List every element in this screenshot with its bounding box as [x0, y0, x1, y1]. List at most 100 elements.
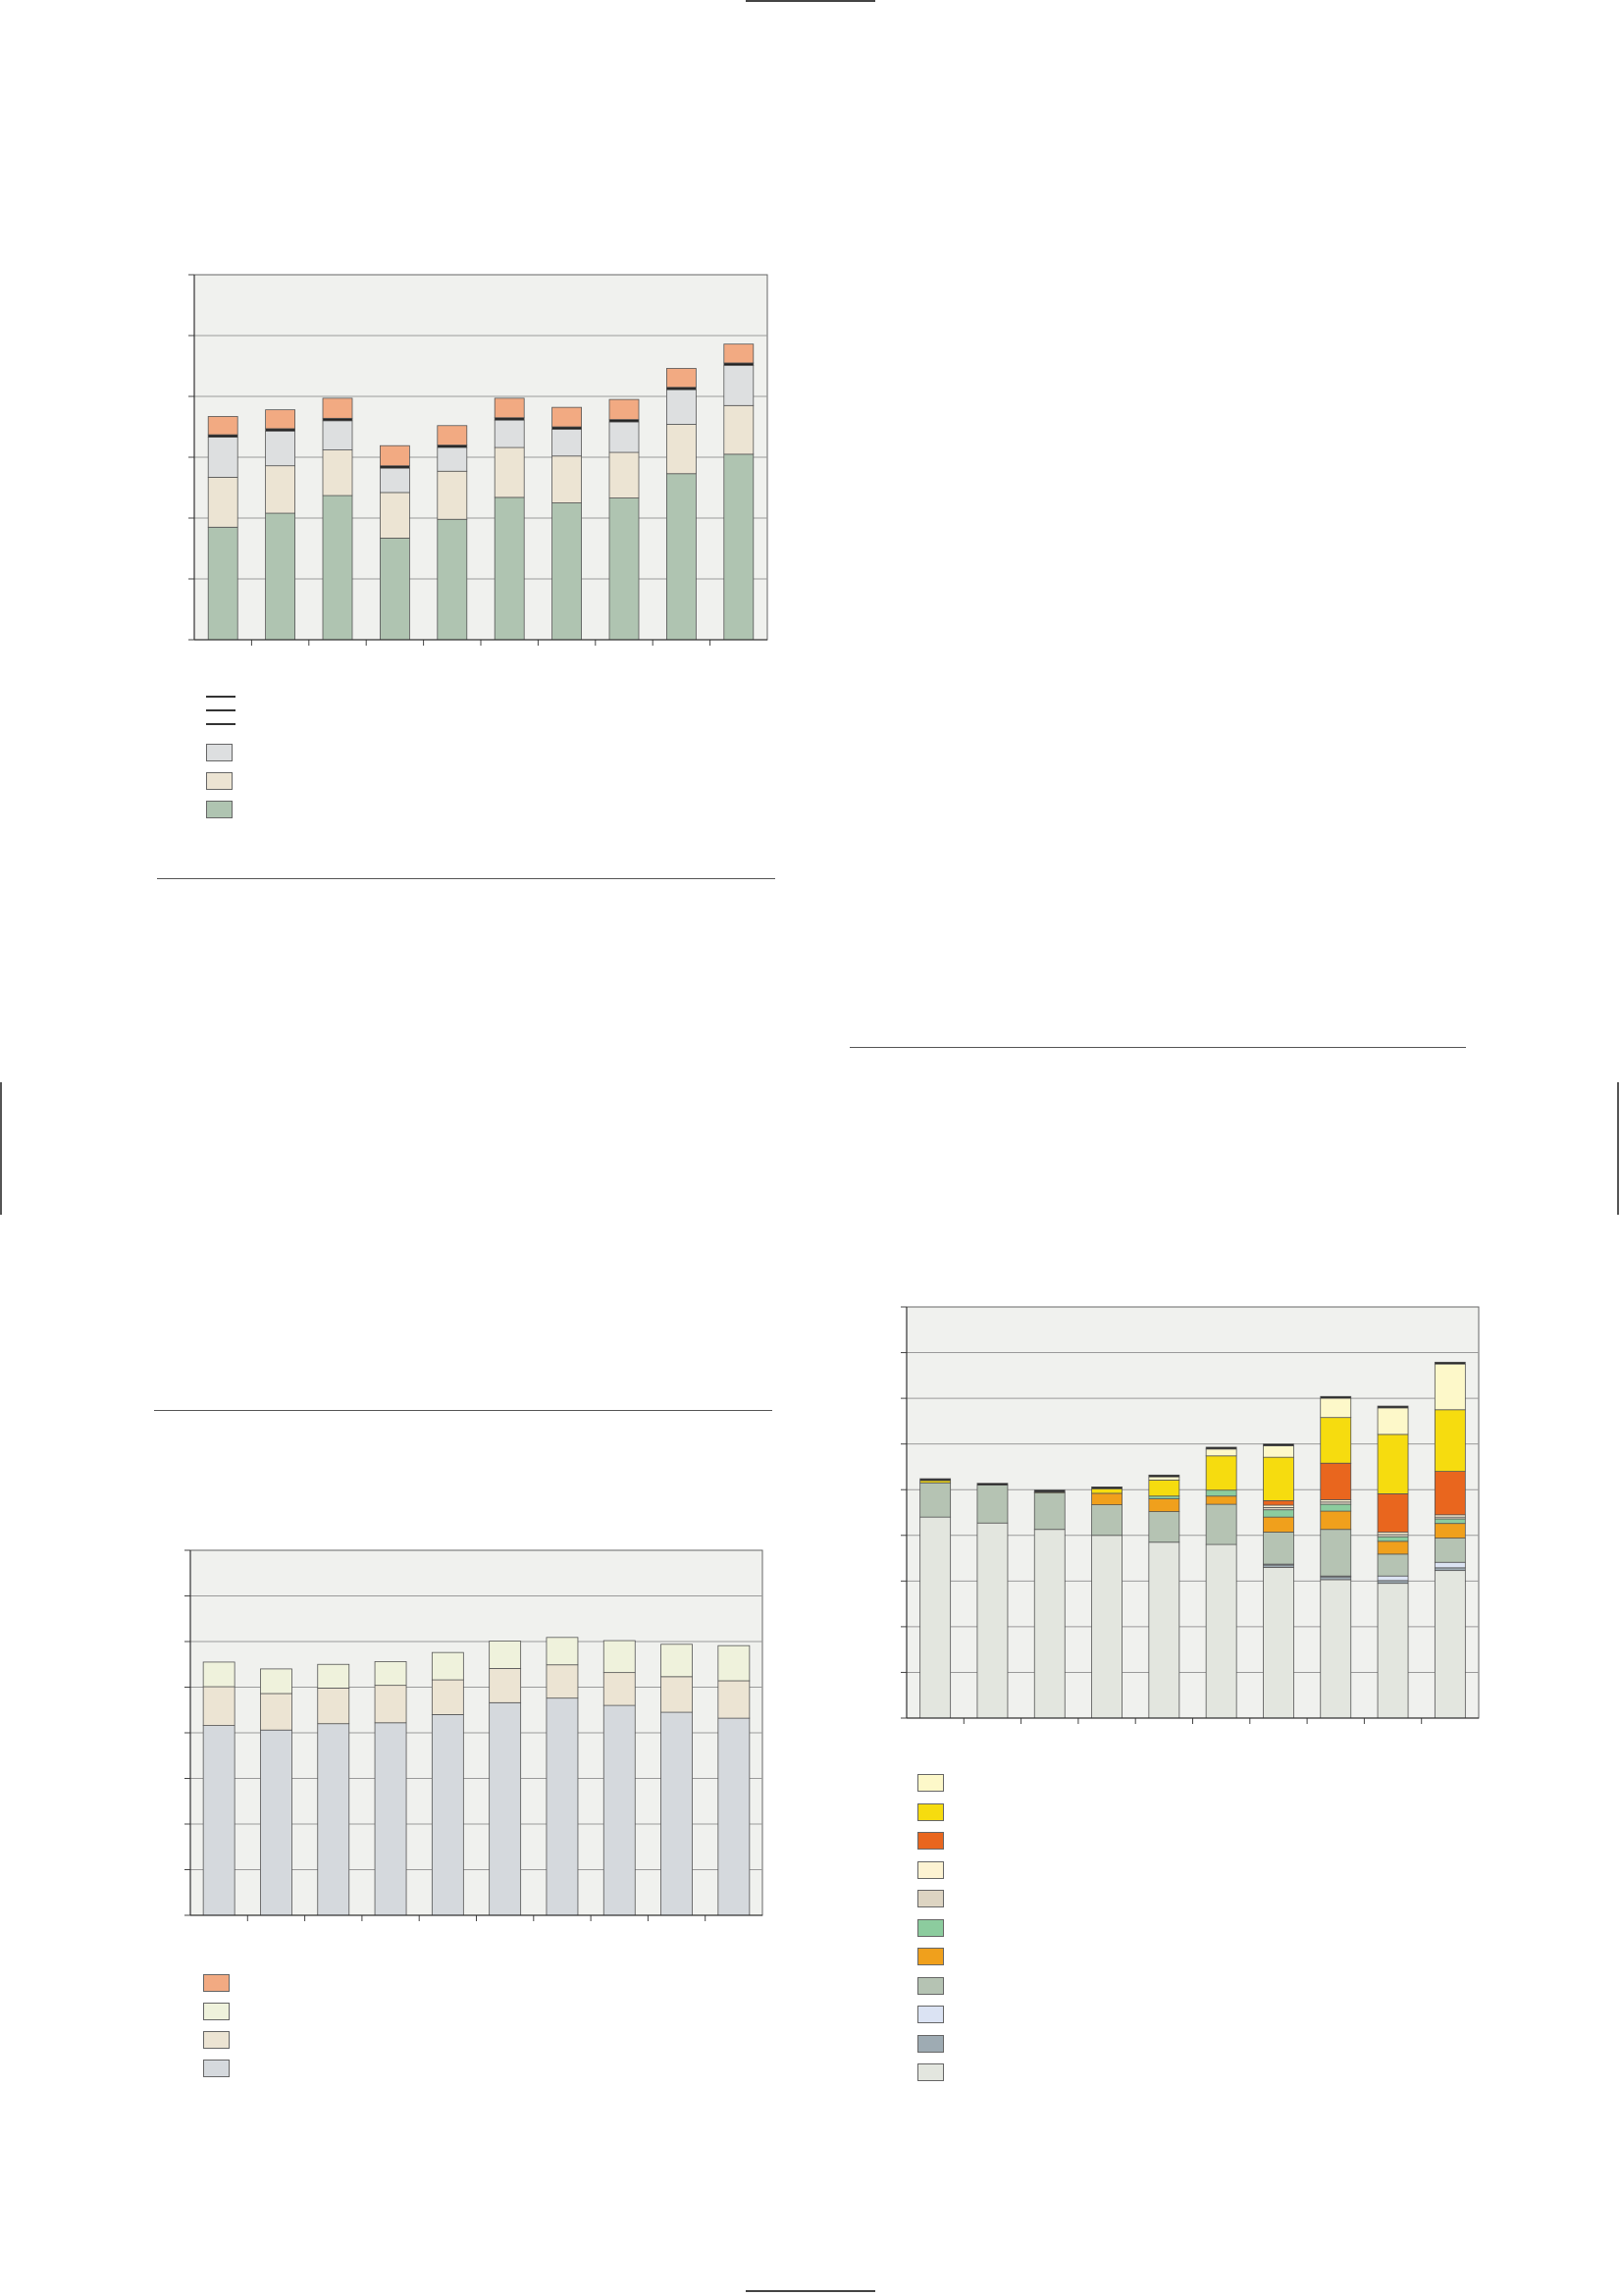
bar-segment — [322, 420, 353, 450]
bar-segment — [551, 429, 583, 457]
bar-segment — [1033, 1489, 1066, 1492]
bar-segment — [1263, 1443, 1294, 1446]
bar-segment — [660, 1644, 693, 1678]
bar-segment — [665, 473, 697, 641]
bar-segment — [1091, 1487, 1123, 1494]
bar-segment — [602, 1672, 636, 1706]
top-page-mark — [746, 0, 875, 2]
bar-segment — [546, 1664, 579, 1699]
bar-segment — [494, 419, 525, 448]
legend-line-marker — [206, 709, 235, 711]
legend-item — [206, 801, 756, 820]
bar-segment — [723, 453, 755, 641]
bar-segment — [431, 1651, 464, 1681]
bar-segment — [1377, 1434, 1409, 1494]
stacked-bar-chart-3 — [901, 1306, 1480, 1724]
legend-swatch — [917, 1774, 944, 1792]
bar-segment — [1434, 1561, 1466, 1569]
legend-item — [917, 1832, 1467, 1852]
legend-item — [206, 687, 756, 706]
bar-segment — [1377, 1540, 1409, 1555]
bar-segment — [608, 497, 640, 641]
legend-item — [917, 1976, 1467, 1997]
bar-segment — [1320, 1579, 1352, 1719]
bar-segment — [1033, 1529, 1066, 1719]
legend-swatch — [917, 2006, 944, 2023]
bar-segment — [1263, 1456, 1294, 1501]
legend-line-marker — [206, 696, 235, 698]
bar-segment — [1263, 1516, 1294, 1533]
bar-segment — [1434, 1523, 1466, 1539]
legend-item — [917, 2006, 1467, 2025]
legend-item — [917, 1860, 1467, 1881]
legend-swatch — [203, 1974, 230, 1992]
bar-segment — [608, 421, 640, 453]
legend-swatch — [203, 2003, 230, 2020]
bar-segment — [1148, 1480, 1180, 1497]
bar-segment — [1377, 1536, 1409, 1542]
bar-segment — [322, 495, 353, 641]
legend-swatch — [917, 1802, 944, 1821]
bar-segment — [489, 1701, 522, 1916]
bar-segment — [546, 1637, 579, 1666]
legend-swatch — [203, 2060, 230, 2077]
bar-segment — [265, 430, 295, 467]
bar-segment — [260, 1668, 292, 1695]
legend-item — [917, 1774, 1467, 1794]
legend-swatch — [206, 772, 233, 790]
legend-swatch — [917, 2063, 944, 2081]
left-margin-line — [0, 1082, 2, 1215]
bar-segment — [660, 1711, 693, 1916]
bar-segment — [1263, 1509, 1294, 1518]
bar-segment — [976, 1483, 1009, 1486]
bar-segment — [1091, 1504, 1123, 1537]
bar-segment — [489, 1668, 522, 1703]
bar-segment — [260, 1693, 292, 1731]
bar-segment — [1434, 1567, 1466, 1572]
bar-segment — [1148, 1511, 1180, 1543]
section-divider — [154, 1410, 772, 1411]
legend-line-marker — [206, 723, 235, 725]
bar-segment — [723, 404, 755, 455]
bar-segment — [1148, 1541, 1180, 1719]
bar-segment — [1205, 1543, 1237, 1719]
bar-segment — [723, 364, 755, 406]
bar-segment — [322, 397, 353, 419]
chart-1-legend — [206, 687, 756, 834]
legend-item — [206, 714, 756, 734]
bar-segment — [717, 1717, 751, 1916]
bar-segment — [1320, 1462, 1352, 1500]
bar-segment — [1434, 1538, 1466, 1563]
bar-segment — [1377, 1583, 1409, 1719]
legend-item — [917, 1802, 1467, 1823]
chart-2-legend — [203, 1974, 753, 2082]
legend-item — [917, 1890, 1467, 1909]
legend-swatch — [917, 1976, 944, 1995]
bar-segment — [551, 406, 583, 428]
bar-segment — [1434, 1471, 1466, 1516]
bar-segment — [1205, 1489, 1237, 1497]
bar-segment — [1148, 1495, 1180, 1499]
bar-segment — [665, 368, 697, 389]
bar-segment — [1320, 1529, 1352, 1577]
bar-segment — [1320, 1576, 1352, 1581]
bar-segment — [608, 398, 640, 420]
bar-segment — [202, 1661, 235, 1688]
bar-segment — [1377, 1407, 1409, 1435]
legend-swatch — [917, 1890, 944, 1907]
bar-segment — [1320, 1395, 1352, 1399]
bar-segment — [202, 1725, 235, 1916]
bar-segment — [437, 470, 468, 520]
bar-segment — [317, 1723, 350, 1916]
bar-segment — [265, 465, 295, 514]
bar-segment — [1434, 1361, 1466, 1365]
bar-segment — [1434, 1518, 1466, 1525]
bar-segment — [1320, 1503, 1352, 1512]
stacked-bar-chart-1 — [188, 274, 768, 646]
bar-segment — [265, 409, 295, 430]
legend-item — [203, 2003, 753, 2022]
bar-segment — [660, 1676, 693, 1713]
bar-segment — [379, 444, 410, 467]
bar-segment — [919, 1478, 952, 1482]
bar-segment — [1320, 1510, 1352, 1531]
